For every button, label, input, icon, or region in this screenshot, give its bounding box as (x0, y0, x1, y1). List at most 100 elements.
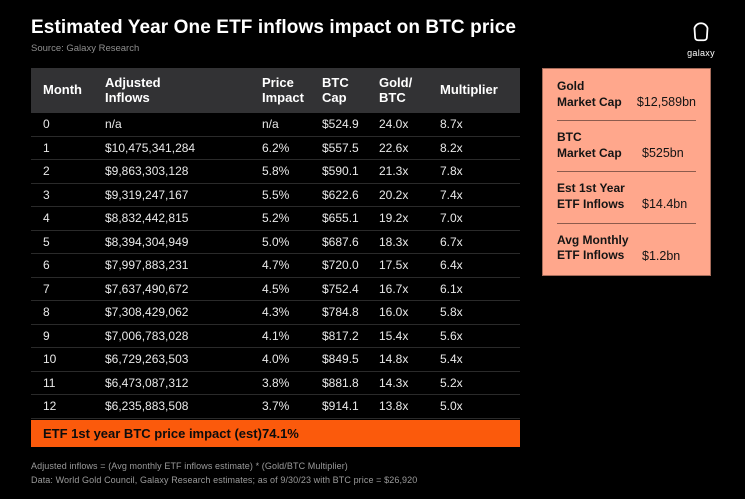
cell-multiplier: 7.0x (440, 211, 463, 226)
cell-btc-cap: $720.0 (322, 258, 359, 273)
cell-gold-btc: 16.7x (379, 281, 409, 296)
cell-btc-cap: $590.1 (322, 164, 359, 179)
table-row: 10 $6,729,263,503 4.0% $849.5 14.8x 5.4x (31, 348, 520, 372)
cell-gold-btc: 14.3x (379, 375, 409, 390)
cell-price-impact: 3.8% (262, 375, 290, 390)
cell-adjusted-inflows: $7,637,490,672 (105, 281, 189, 296)
footnote-formula: Adjusted inflows = (Avg monthly ETF infl… (31, 461, 348, 471)
cell-price-impact: 4.1% (262, 328, 290, 343)
cell-price-impact: 5.0% (262, 234, 290, 249)
cell-gold-btc: 15.4x (379, 328, 409, 343)
cell-gold-btc: 14.8x (379, 352, 409, 367)
table-row: 0 n/a n/a $524.9 24.0x 8.7x (31, 113, 520, 137)
cell-price-impact: 5.5% (262, 187, 290, 202)
cell-btc-cap: $849.5 (322, 352, 359, 367)
summary-row: ETF 1st year BTC price impact (est) 74.1… (31, 419, 520, 447)
cell-month: 9 (43, 328, 50, 343)
galaxy-helmet-icon (690, 18, 712, 44)
table-header-row: Month Adjusted Inflows Price Impact BTC … (31, 68, 520, 113)
cell-gold-btc: 18.3x (379, 234, 409, 249)
cell-price-impact: 4.7% (262, 258, 290, 273)
cell-gold-btc: 13.8x (379, 399, 409, 414)
cell-gold-btc: 16.0x (379, 305, 409, 320)
cell-adjusted-inflows: $9,319,247,167 (105, 187, 189, 202)
cell-multiplier: 6.1x (440, 281, 463, 296)
table-body: 0 n/a n/a $524.9 24.0x 8.7x 1 $10,475,34… (31, 113, 520, 419)
cell-month: 10 (43, 352, 57, 367)
cell-month: 0 (43, 117, 50, 132)
cell-multiplier: 8.2x (440, 140, 463, 155)
cell-multiplier: 5.8x (440, 305, 463, 320)
cell-adjusted-inflows: $6,729,263,503 (105, 352, 189, 367)
stat-value: $12,589bn (636, 94, 696, 109)
stat-label: BTC Market Cap (557, 130, 622, 160)
cell-gold-btc: 20.2x (379, 187, 409, 202)
stat-item: Est 1st Year ETF Inflows $14.4bn (557, 172, 696, 224)
cell-gold-btc: 19.2x (379, 211, 409, 226)
stat-item: Avg Monthly ETF Inflows $1.2bn (557, 224, 696, 274)
cell-btc-cap: $752.4 (322, 281, 359, 296)
cell-btc-cap: $655.1 (322, 211, 359, 226)
cell-price-impact: 5.2% (262, 211, 290, 226)
stat-item: Gold Market Cap $12,589bn (557, 70, 696, 122)
cell-month: 6 (43, 258, 50, 273)
cell-multiplier: 5.2x (440, 375, 463, 390)
cell-month: 5 (43, 234, 50, 249)
table-row: 11 $6,473,087,312 3.8% $881.8 14.3x 5.2x (31, 372, 520, 395)
summary-value: 74.1% (262, 425, 299, 441)
cell-price-impact: 4.3% (262, 305, 290, 320)
cell-multiplier: 5.4x (440, 352, 463, 367)
cell-multiplier: 8.7x (440, 117, 463, 132)
page-title: Estimated Year One ETF inflows impact on… (31, 17, 517, 38)
cell-btc-cap: $881.8 (322, 375, 359, 390)
footnote-data-source: Data: World Gold Council, Galaxy Researc… (31, 475, 418, 485)
key-stats-panel: Gold Market Cap $12,589bn BTC Market Cap… (542, 68, 711, 276)
stat-label: Avg Monthly ETF Inflows (557, 232, 629, 263)
col-header-inflows: Adjusted Inflows (105, 74, 161, 105)
cell-adjusted-inflows: $8,394,304,949 (105, 234, 189, 249)
cell-adjusted-inflows: $9,863,303,128 (105, 164, 189, 179)
galaxy-logo: galaxy (672, 18, 730, 58)
cell-adjusted-inflows: n/a (105, 117, 122, 132)
table-row: 9 $7,006,783,028 4.1% $817.2 15.4x 5.6x (31, 325, 520, 348)
galaxy-logo-label: galaxy (687, 48, 715, 58)
cell-adjusted-inflows: $7,308,429,062 (105, 305, 189, 320)
col-header-gold-btc: Gold/ BTC (379, 74, 413, 105)
col-header-impact: Price Impact (262, 74, 304, 105)
summary-label: ETF 1st year BTC price impact (est) (43, 425, 262, 441)
stat-item: BTC Market Cap $525bn (557, 121, 696, 173)
cell-month: 7 (43, 281, 50, 296)
table-row: 4 $8,832,442,815 5.2% $655.1 19.2x 7.0x (31, 207, 520, 231)
cell-btc-cap: $687.6 (322, 234, 359, 249)
table-row: 5 $8,394,304,949 5.0% $687.6 18.3x 6.7x (31, 231, 520, 254)
cell-gold-btc: 17.5x (379, 258, 409, 273)
table-row: 6 $7,997,883,231 4.7% $720.0 17.5x 6.4x (31, 254, 520, 278)
cell-btc-cap: $784.8 (322, 305, 359, 320)
cell-month: 11 (43, 375, 56, 390)
cell-price-impact: 4.5% (262, 281, 290, 296)
cell-adjusted-inflows: $10,475,341,284 (105, 140, 196, 155)
cell-multiplier: 6.4x (440, 258, 463, 273)
cell-adjusted-inflows: $6,473,087,312 (105, 375, 189, 390)
table-row: 1 $10,475,341,284 6.2% $557.5 22.6x 8.2x (31, 137, 520, 160)
table-row: 3 $9,319,247,167 5.5% $622.6 20.2x 7.4x (31, 184, 520, 207)
cell-month: 2 (43, 164, 50, 179)
cell-adjusted-inflows: $8,832,442,815 (105, 211, 189, 226)
cell-adjusted-inflows: $6,235,883,508 (105, 399, 189, 414)
table-row: 2 $9,863,303,128 5.8% $590.1 21.3x 7.8x (31, 160, 520, 184)
table-row: 8 $7,308,429,062 4.3% $784.8 16.0x 5.8x (31, 301, 520, 325)
cell-btc-cap: $914.1 (322, 399, 359, 414)
stat-value: $525bn (642, 146, 684, 161)
etf-impact-table: Month Adjusted Inflows Price Impact BTC … (31, 68, 520, 447)
cell-gold-btc: 24.0x (379, 117, 409, 132)
stat-label: Est 1st Year ETF Inflows (557, 181, 625, 211)
cell-gold-btc: 22.6x (379, 140, 409, 155)
cell-price-impact: 5.8% (262, 164, 290, 179)
cell-month: 4 (43, 211, 50, 226)
stat-label: Gold Market Cap (557, 79, 622, 109)
table-row: 7 $7,637,490,672 4.5% $752.4 16.7x 6.1x (31, 278, 520, 301)
cell-adjusted-inflows: $7,997,883,231 (105, 258, 189, 273)
cell-multiplier: 6.7x (440, 234, 463, 249)
cell-btc-cap: $622.6 (322, 187, 359, 202)
cell-multiplier: 7.8x (440, 164, 463, 179)
